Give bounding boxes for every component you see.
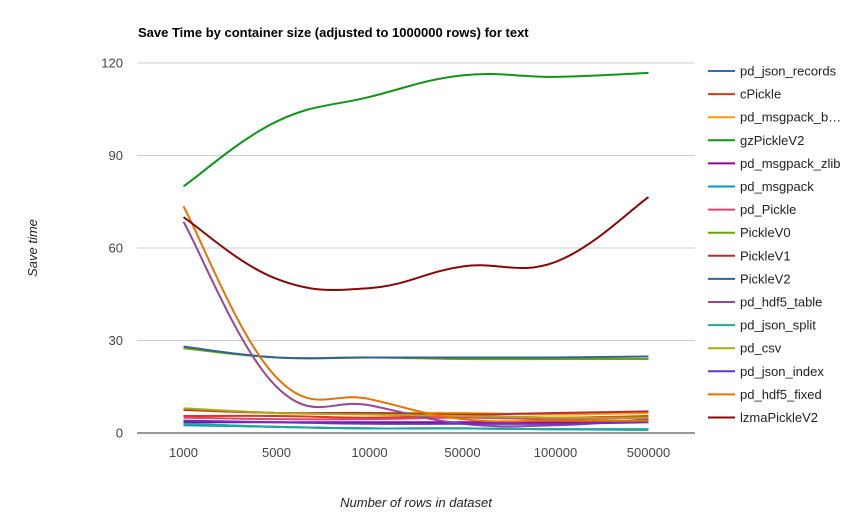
x-tick-label: 500000 (627, 445, 670, 460)
x-axis-ticks: 1000 5000 10000 50000 100000 500000 (169, 445, 670, 460)
legend-label: PickleV2 (740, 271, 791, 286)
series-line-pd-Pickle (183, 416, 649, 421)
legend-label: pd_json_records (740, 64, 837, 79)
legend-label: PickleV1 (740, 248, 791, 263)
gridlines (137, 62, 695, 434)
y-tick-label: 120 (101, 56, 123, 71)
legend-label: gzPickleV2 (740, 133, 804, 148)
x-tick-label: 5000 (262, 445, 291, 460)
y-tick-label: 90 (109, 148, 123, 163)
series-line-pd-hdf5-fixed (182, 205, 649, 423)
x-tick-label: 50000 (444, 445, 480, 460)
legend-label: pd_hdf5_table (740, 295, 822, 310)
legend-label: pd_hdf5_fixed (740, 387, 822, 402)
series-lines (182, 71, 650, 431)
legend-label: pd_csv (740, 341, 782, 356)
x-tick-label: 100000 (534, 445, 577, 460)
x-tick-label: 1000 (169, 445, 198, 460)
series-line-PickleV2 (183, 345, 649, 360)
legend-label: PickleV0 (740, 225, 791, 240)
y-tick-label: 60 (109, 241, 123, 256)
legend-label: pd_msgpack_b… (740, 110, 841, 125)
series-line-pd-hdf5-table (182, 221, 649, 428)
legend-label: pd_msgpack_zlib (740, 156, 840, 171)
legend-label: pd_json_index (740, 364, 824, 379)
legend-label: pd_Pickle (740, 202, 796, 217)
legend-label: pd_msgpack (740, 179, 814, 194)
legend-label: pd_json_split (740, 318, 816, 333)
legend-label: cPickle (740, 87, 781, 102)
series-line-gzPickleV2 (182, 71, 649, 188)
legend: pd_json_records cPickle pd_msgpack_b… gzPic… (708, 64, 841, 425)
x-axis-label: Number of rows in dataset (340, 495, 493, 510)
y-tick-label: 0 (116, 426, 123, 441)
legend-label: lzmaPickleV2 (740, 410, 818, 425)
series-line-lzmaPickleV2 (182, 196, 650, 291)
y-axis-label: Save time (25, 219, 40, 277)
series-line-pd-json-split (183, 422, 649, 431)
chart-title: Save Time by container size (adjusted to… (138, 25, 529, 40)
y-axis-ticks: 0 30 60 90 120 (101, 56, 123, 441)
series-line-pd-csv (183, 407, 649, 419)
series-line-pd-json-index (183, 419, 649, 425)
x-tick-label: 10000 (351, 445, 387, 460)
y-tick-label: 30 (109, 333, 123, 348)
